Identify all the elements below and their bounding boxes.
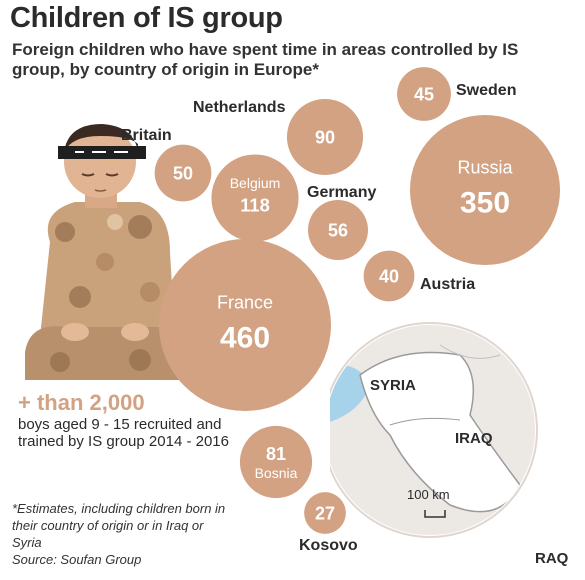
bubble-value-bosnia: 81 <box>266 444 286 464</box>
bubble-label-austria: Austria <box>420 276 475 293</box>
map-label-iraq: IRAQ <box>455 430 493 447</box>
bubble-belgium <box>211 154 299 242</box>
map-label-iraq-edge: RAQ <box>535 550 569 567</box>
bubble-bosnia <box>239 425 313 499</box>
bubble-value-germany: 56 <box>328 220 348 240</box>
bubble-label-russia: Russia <box>457 158 513 178</box>
bubble-germany <box>307 199 369 261</box>
bubble-value-belgium: 118 <box>240 195 270 216</box>
bubble-kosovo <box>304 492 346 534</box>
map-scale-label: 100 km <box>407 487 450 502</box>
stat-headline: + than 2,000 <box>18 390 145 415</box>
bubble-value-britain: 50 <box>173 163 193 183</box>
footnote: *Estimates, including children born in t… <box>12 500 232 568</box>
bubble-label-germany: Germany <box>307 184 376 201</box>
page-title: Children of IS group <box>10 2 283 34</box>
bubble-russia <box>409 114 561 266</box>
bubble-value-france: 460 <box>220 322 270 355</box>
bubble-label-kosovo: Kosovo <box>299 537 358 554</box>
bubble-value-netherlands: 90 <box>315 127 335 147</box>
bubble-label-belgium: Belgium <box>230 175 281 191</box>
bubble-britain <box>154 144 212 202</box>
footnote-note: *Estimates, including children born in t… <box>12 501 226 550</box>
page-subtitle: Foreign children who have spent time in … <box>12 40 519 79</box>
bubble-value-austria: 40 <box>379 266 399 286</box>
bubble-label-france: France <box>217 293 273 313</box>
bubble-netherlands <box>286 98 364 176</box>
boy-illustration-icon <box>25 124 185 380</box>
footnote-source: Source: Soufan Group <box>12 552 142 567</box>
stat-description: boys aged 9 - 15 recruited and trained b… <box>18 416 229 450</box>
bubble-france <box>159 239 331 411</box>
map-inset-icon: SYRIA IRAQ 100 km RAQ <box>330 322 569 567</box>
bubble-sweden <box>397 67 451 121</box>
bubble-label-netherlands: Netherlands <box>193 99 286 116</box>
bubble-value-sweden: 45 <box>414 84 434 104</box>
bubble-value-russia: 350 <box>460 187 510 220</box>
bubble-label-britain: Britain <box>121 127 172 144</box>
map-label-syria: SYRIA <box>370 377 416 394</box>
bubble-label-sweden: Sweden <box>456 82 516 99</box>
bubble-value-kosovo: 27 <box>315 503 335 523</box>
bubble-label-bosnia: Bosnia <box>255 465 298 481</box>
bubble-austria <box>363 250 415 302</box>
